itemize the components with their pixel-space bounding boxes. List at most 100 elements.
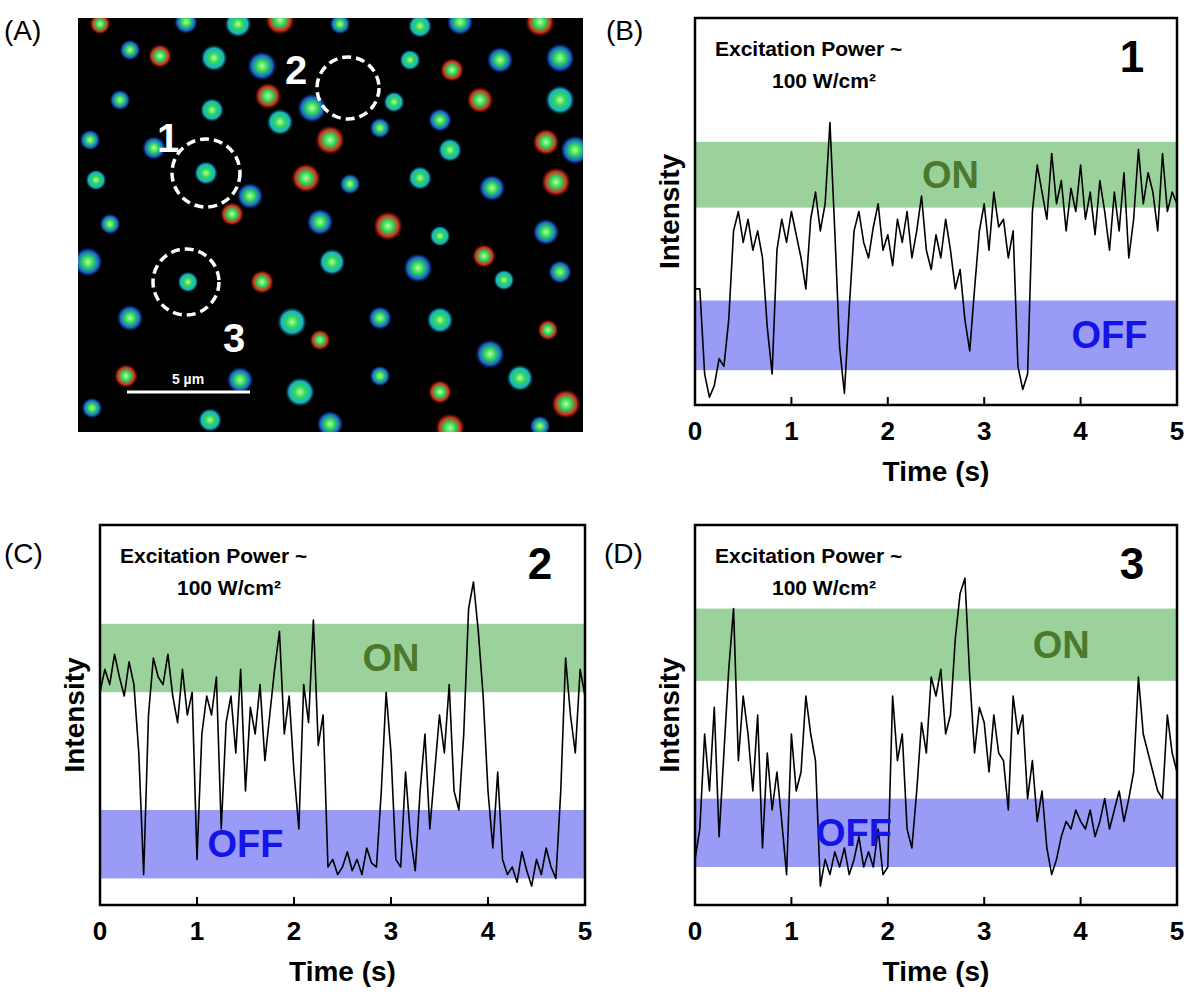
x-tick-label: 4 [1073, 416, 1088, 446]
x-axis-title: Time (s) [289, 956, 396, 987]
x-tick-label: 2 [287, 916, 301, 946]
x-tick-label: 5 [1170, 916, 1184, 946]
spot-label: 3 [223, 316, 245, 360]
spot [426, 306, 454, 334]
annotation: 100 W/cm² [772, 69, 876, 92]
plot-frame [695, 18, 1177, 405]
spot [316, 410, 344, 432]
line-panel: ONOFF012345Time (s)IntensityExcitation P… [654, 18, 1184, 487]
x-tick [790, 897, 792, 905]
spot-label: 1 [157, 116, 179, 160]
spot [309, 329, 331, 351]
spot [545, 43, 576, 74]
spot [493, 269, 515, 291]
x-axis-title: Time (s) [883, 956, 990, 987]
x-tick [790, 397, 792, 405]
spot [408, 166, 433, 191]
spot [529, 415, 551, 432]
spot [265, 18, 296, 36]
spot [506, 364, 534, 392]
spot [89, 18, 111, 35]
spot [254, 82, 282, 110]
scale-bar-label: 5 µm [172, 371, 204, 387]
plot-frame [695, 525, 1177, 905]
x-tick [487, 897, 489, 905]
spot [148, 44, 173, 69]
x-tick-label: 1 [190, 916, 204, 946]
line-panel: ONOFF012345Time (s)IntensityExcitation P… [59, 525, 592, 987]
x-tick-label: 4 [1073, 916, 1088, 946]
spot [478, 174, 506, 202]
spot-label: 2 [285, 48, 307, 92]
spot [247, 51, 278, 82]
band-label: ON [363, 637, 420, 679]
x-tick-label: 2 [881, 916, 895, 946]
spot [560, 135, 584, 166]
spot [551, 389, 582, 420]
spot [200, 98, 225, 123]
spot [399, 49, 421, 71]
spot [368, 306, 393, 331]
spot [277, 307, 308, 338]
spot [114, 364, 139, 389]
spot [177, 271, 199, 293]
trace-line [695, 578, 1177, 886]
spot [403, 253, 434, 284]
spot [532, 128, 560, 156]
image-panel: 1 2 3 5 µm [73, 5, 591, 444]
x-tick-label: 5 [578, 916, 592, 946]
marker-circle [317, 57, 379, 119]
spot [541, 167, 572, 198]
scale-bar [127, 391, 250, 394]
x-tick [1080, 397, 1082, 405]
spot [318, 248, 346, 276]
band [695, 799, 1177, 867]
x-tick [99, 897, 101, 905]
plot-area [695, 122, 1177, 397]
spot [339, 173, 361, 195]
band-label: OFF [208, 823, 284, 865]
band [695, 142, 1177, 208]
spot [548, 260, 573, 285]
spots [78, 18, 583, 432]
spot [291, 163, 322, 194]
band-label: OFF [816, 812, 892, 854]
spot [428, 380, 453, 405]
x-tick-label: 0 [93, 916, 107, 946]
panel-title: 3 [1120, 539, 1144, 588]
x-tick [1176, 897, 1178, 905]
x-axis-title: Time (s) [883, 456, 990, 487]
x-tick [293, 897, 295, 905]
annotation: 100 W/cm² [177, 576, 281, 599]
marker-circle [153, 249, 219, 315]
spot [472, 244, 497, 269]
spot [285, 377, 316, 408]
x-tick [694, 397, 696, 405]
spot [220, 202, 245, 227]
spot [99, 213, 121, 235]
y-axis-title: Intensity [654, 657, 685, 773]
x-tick-label: 2 [881, 416, 895, 446]
x-tick-label: 0 [688, 416, 702, 446]
spot [373, 211, 404, 242]
spot [78, 247, 104, 278]
spot [435, 413, 466, 433]
spot [475, 339, 506, 370]
band [695, 609, 1177, 681]
x-tick-label: 0 [688, 916, 702, 946]
spot [438, 138, 463, 163]
panel-title: 1 [1120, 32, 1144, 81]
line-panel: ONOFF012345Time (s)IntensityExcitation P… [654, 525, 1184, 987]
spot [525, 18, 556, 38]
spot [466, 86, 494, 114]
spot [486, 46, 514, 74]
x-tick [983, 397, 985, 405]
x-tick [983, 897, 985, 905]
trace-line [695, 122, 1177, 397]
x-tick-label: 3 [977, 416, 991, 446]
spot [383, 91, 405, 113]
spot [315, 125, 346, 156]
spot [545, 85, 576, 116]
x-tick [1176, 397, 1178, 405]
spot [226, 366, 254, 394]
